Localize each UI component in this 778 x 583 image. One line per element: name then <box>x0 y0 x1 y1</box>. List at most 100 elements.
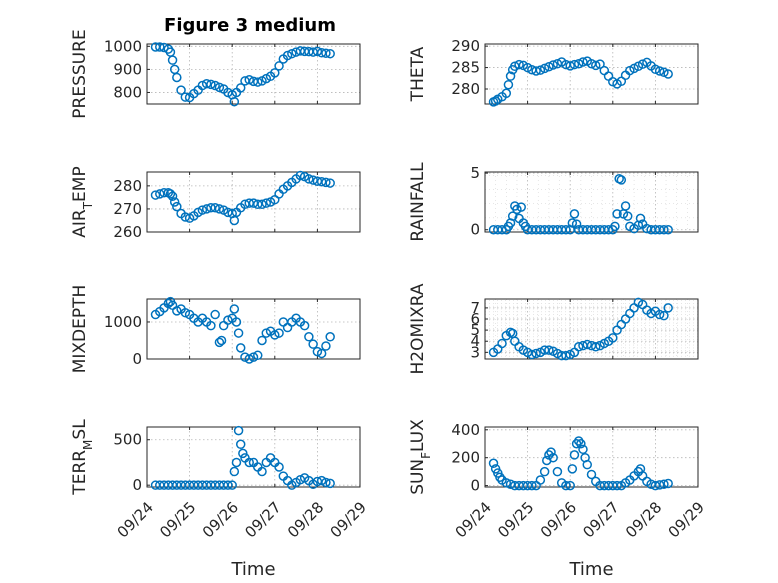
data-point <box>316 348 327 359</box>
x-tick-label: 09/25 <box>156 498 199 541</box>
data-point <box>172 201 182 212</box>
data-point <box>610 221 620 232</box>
data-point <box>625 308 635 319</box>
y-tick-label: 270 <box>113 200 142 218</box>
data-point <box>231 457 242 468</box>
data-point <box>654 66 665 76</box>
data-point <box>223 480 233 490</box>
x-tick-label: 09/26 <box>199 498 242 541</box>
data-point <box>210 309 220 320</box>
data-point <box>544 61 554 72</box>
data-point <box>505 71 516 81</box>
y-tick-label: 500 <box>113 431 142 449</box>
data-point <box>599 65 610 76</box>
y-tick-label: 285 <box>451 59 480 77</box>
data-point <box>663 303 673 313</box>
data-point <box>567 464 578 474</box>
data-point <box>270 330 280 340</box>
data-point <box>612 480 622 491</box>
data-point <box>282 50 293 61</box>
data-point <box>527 349 537 360</box>
data-point <box>216 335 227 346</box>
y-axis-label: SUNFLUX <box>408 419 433 495</box>
data-point <box>214 82 225 93</box>
data-point <box>527 480 537 491</box>
y-axis-label: RAINFALL <box>408 162 428 242</box>
x-tick-label: 09/26 <box>537 498 580 541</box>
data-point <box>214 337 225 348</box>
y-axis-label: TERRMSL <box>70 419 95 496</box>
data-point <box>573 342 584 352</box>
data-point <box>548 60 558 70</box>
panel-air-temp: 260 270 280 AIRTEMP <box>70 166 361 241</box>
data-point <box>274 328 284 338</box>
data-point <box>616 319 627 330</box>
data-point <box>321 177 331 188</box>
data-series <box>488 436 673 491</box>
data-point <box>591 60 601 71</box>
data-point <box>244 75 254 85</box>
x-tick-label: 09/29 <box>327 498 370 541</box>
data-point <box>663 478 673 489</box>
x-tick-label: 09/24 <box>452 498 495 541</box>
y-tick-label: 1000 <box>104 313 142 331</box>
x-tick-label: 09/27 <box>241 498 284 541</box>
x-tick-label: 09/25 <box>494 498 537 541</box>
y-tick-label: 400 <box>451 421 480 439</box>
data-point <box>591 342 601 352</box>
data-point <box>637 59 648 69</box>
data-point <box>229 304 240 314</box>
data-point <box>561 480 571 491</box>
data-point <box>257 335 267 346</box>
data-point <box>261 328 272 338</box>
data-point <box>206 79 216 90</box>
data-point <box>501 88 512 99</box>
axes-frame <box>484 171 699 233</box>
data-point <box>578 57 588 67</box>
data-point <box>159 188 169 198</box>
data-point <box>569 209 580 219</box>
data-point <box>552 466 563 477</box>
data-point <box>210 203 220 213</box>
data-point <box>176 85 186 95</box>
y-axis-label: PRESSURE <box>70 29 90 118</box>
data-point <box>659 479 669 489</box>
data-point <box>206 320 216 331</box>
data-point <box>582 339 592 350</box>
data-point <box>231 317 242 327</box>
data-point <box>495 472 505 482</box>
data-point <box>325 332 335 342</box>
y-axis-label: H2OMIXRA <box>408 283 428 374</box>
data-point <box>548 452 558 463</box>
data-point <box>235 83 246 93</box>
data-point <box>180 92 191 102</box>
data-point <box>155 42 165 52</box>
y-tick-label: 6 <box>470 310 480 328</box>
axes-frame <box>484 426 699 488</box>
data-point <box>535 65 546 75</box>
data-series <box>488 297 673 361</box>
data-point <box>321 48 331 58</box>
x-tick-label: 09/27 <box>579 498 622 541</box>
data-point <box>304 174 314 184</box>
data-point <box>659 224 669 235</box>
data-point <box>582 459 592 470</box>
panel-sun-flux: 0 200 400 09/24 09/25 09/26 09/27 09/28 09/29 Tim… <box>408 419 708 580</box>
data-point <box>287 48 297 59</box>
data-point <box>229 96 240 107</box>
data-point <box>233 328 244 338</box>
data-point <box>163 298 174 309</box>
panel-terr-msl: 0 500 09/24 09/25 09/26 09/27 09/28 09/29 Time TE… <box>70 419 370 580</box>
y-tick-label: 7 <box>470 299 480 317</box>
x-tick-label: 09/28 <box>622 498 665 541</box>
axes-frame <box>484 298 699 360</box>
data-point <box>514 59 524 70</box>
y-tick-label: 900 <box>113 60 142 78</box>
data-point <box>539 63 550 74</box>
panel-pressure: 800 900 1000 PRESSURE <box>70 29 361 119</box>
y-tick-label: 1000 <box>104 37 142 55</box>
data-series <box>488 56 673 107</box>
axes-frame <box>484 43 699 105</box>
data-point <box>308 339 318 349</box>
